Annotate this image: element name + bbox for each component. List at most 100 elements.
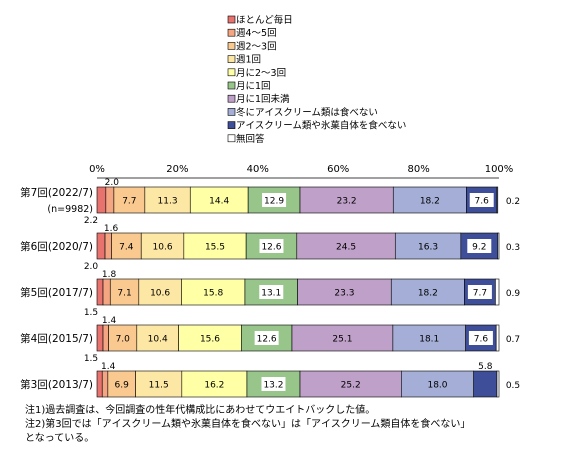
bar-segment — [178, 324, 242, 352]
value-label: 1.4 — [102, 316, 117, 326]
bar-segment — [401, 370, 474, 398]
value-label: 15.8 — [203, 289, 223, 299]
value-label: 11.3 — [158, 197, 178, 207]
bar-segment — [108, 324, 138, 352]
value-label: 12.9 — [264, 197, 284, 207]
value-label: 1.5 — [84, 308, 98, 318]
bar-segment — [109, 278, 140, 306]
value-label-bg — [259, 285, 284, 299]
value-label: 23.2 — [337, 197, 357, 207]
legend-label: 週2〜3回 — [236, 40, 277, 52]
value-label: 2.0 — [105, 178, 120, 188]
x-tick-label: 20% — [166, 164, 188, 175]
legend-swatch — [227, 81, 236, 90]
value-label-bg — [261, 377, 286, 391]
x-tick-label: 60% — [327, 164, 349, 175]
value-label: 2.2 — [84, 216, 98, 226]
value-label: 1.8 — [102, 270, 117, 280]
value-label: 7.0 — [116, 335, 131, 345]
value-label: 13.1 — [261, 289, 281, 299]
value-label: 23.3 — [334, 289, 354, 299]
legend-label: 月に1回未満 — [236, 93, 290, 105]
value-label: 0.7 — [506, 335, 520, 345]
value-label: 11.5 — [149, 381, 169, 391]
bar-segment — [96, 232, 106, 260]
bar-segment — [291, 324, 394, 352]
bar-segment — [497, 232, 500, 260]
value-label-bg — [259, 239, 284, 253]
category-sublabel: (n=9982) — [47, 204, 93, 215]
bar-segment — [96, 324, 104, 352]
bar-segment — [136, 324, 179, 352]
value-label: 0.2 — [506, 197, 520, 207]
bar-segment — [297, 278, 392, 306]
legend-swatch — [227, 134, 236, 143]
bar-segment — [105, 186, 115, 214]
legend-swatch — [227, 68, 236, 77]
legend-label: ほとんど毎日 — [236, 14, 293, 26]
bar-segment — [144, 186, 191, 214]
value-label: 7.1 — [117, 289, 131, 299]
legend-label: アイスクリーム類や氷菓自体を食べない — [236, 120, 406, 132]
value-label: 16.3 — [418, 243, 438, 253]
value-label: 5.8 — [478, 362, 493, 372]
value-label: 18.1 — [419, 335, 439, 345]
value-label: 10.4 — [148, 335, 168, 345]
value-label: 0.9 — [506, 289, 521, 299]
bar-segment — [496, 370, 500, 398]
value-label: 7.4 — [119, 243, 134, 253]
bar-segment — [96, 370, 103, 398]
value-label: 10.6 — [150, 289, 170, 299]
category-label: 第5回(2017/7) — [20, 286, 93, 299]
bar-segment — [495, 324, 500, 352]
value-label: 16.2 — [204, 381, 224, 391]
value-label: 12.6 — [261, 243, 281, 253]
value-label-bg — [254, 331, 279, 345]
value-label: 0.3 — [506, 243, 520, 253]
value-label: 7.7 — [122, 197, 136, 207]
bar-segment — [189, 186, 249, 214]
bar-segment — [102, 324, 109, 352]
legend-label: 週1回 — [236, 54, 261, 66]
legend-swatch — [227, 28, 236, 37]
legend-label: 冬にアイスクリーム類は食べない — [236, 106, 378, 118]
bar-segment — [104, 232, 112, 260]
category-label: 第3回(2013/7) — [20, 378, 93, 391]
value-label: 18.0 — [427, 381, 447, 391]
legend-label: 月に1回 — [236, 81, 271, 92]
bar-segment — [181, 278, 246, 306]
value-label: 25.1 — [332, 335, 352, 345]
value-label-bg — [469, 193, 494, 207]
value-label: 0.5 — [506, 381, 520, 391]
bar-segment — [495, 278, 500, 306]
legend-swatch — [227, 15, 236, 24]
legend-swatch — [227, 121, 236, 129]
value-label: 14.4 — [209, 197, 229, 207]
stacked-bar-chart: ほとんど毎日週4〜5回週2〜3回週1回月に2〜3回月に1回月に1回未満冬にアイス… — [20, 14, 521, 398]
legend-swatch — [227, 94, 236, 103]
bar-segment — [392, 186, 467, 214]
value-label: 24.5 — [336, 243, 356, 253]
value-label: 1.4 — [101, 362, 116, 372]
x-tick-label: 100% — [485, 164, 514, 175]
bar-segment — [140, 232, 185, 260]
category-label: 第6回(2020/7) — [20, 240, 93, 253]
value-label: 1.5 — [84, 354, 98, 364]
bar-segment — [138, 278, 182, 306]
footnote-2: 注2)第3回では「アイスクリーム類や氷菓自体を食べない」は「アイスクリーム類自体… — [25, 419, 471, 430]
legend-swatch — [227, 42, 236, 50]
value-label: 15.5 — [205, 243, 225, 253]
bar-segment — [496, 186, 499, 214]
value-label: 12.6 — [257, 335, 277, 345]
bar-segment — [392, 324, 466, 352]
category-label: 第7回(2022/7) — [20, 186, 93, 199]
x-tick-label: 0% — [89, 164, 105, 175]
value-label: 25.2 — [341, 381, 361, 391]
value-label-bg — [467, 285, 492, 299]
value-label: 10.6 — [153, 243, 173, 253]
bar-segment — [473, 370, 498, 398]
value-label: 7.6 — [474, 335, 489, 345]
value-label-bg — [468, 331, 493, 345]
legend-label: 月に2〜3回 — [236, 68, 286, 79]
bar-segment — [96, 186, 107, 214]
